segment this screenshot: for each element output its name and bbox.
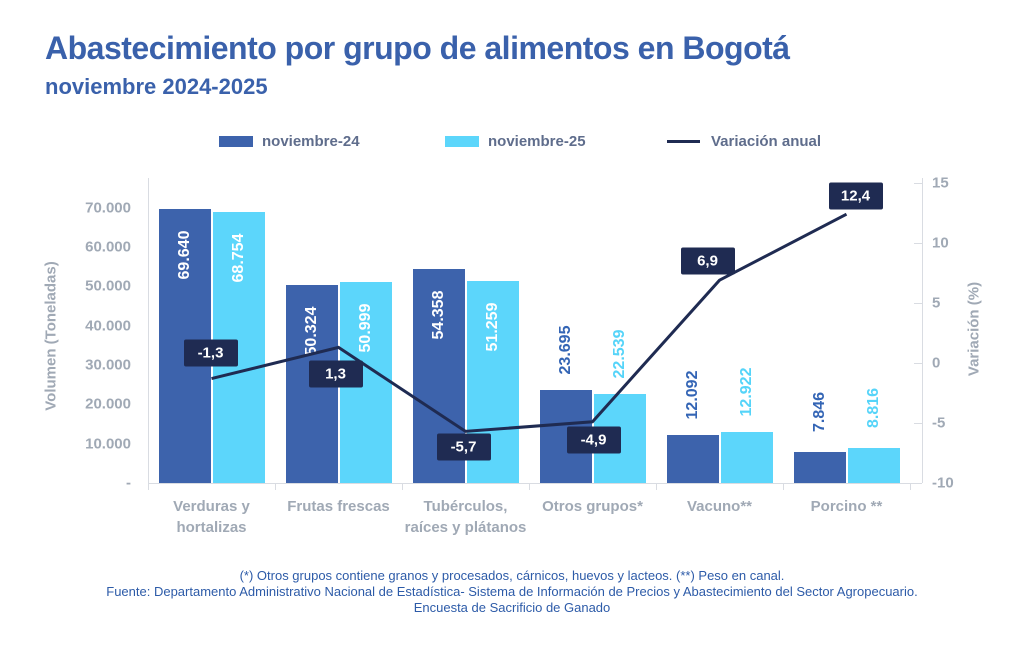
y-axis-right-line	[922, 178, 923, 483]
y-axis-right-title: Variación (%)	[965, 281, 983, 377]
x-axis-tick	[656, 483, 657, 490]
legend-label: noviembre-25	[488, 132, 586, 150]
bar-value-nov25-5: 12.922	[737, 367, 755, 417]
legend-label: Variación anual	[711, 132, 822, 150]
legend-label: noviembre-24	[262, 132, 360, 150]
y-right-tick	[914, 363, 922, 364]
legend-item-noviembre-25: noviembre-25	[445, 132, 586, 150]
x-axis-tick	[275, 483, 276, 490]
category-label-line: raíces y plátanos	[404, 519, 527, 536]
category-label: Verduras y hortalizas	[173, 496, 250, 538]
y-right-tick-label: -10	[932, 474, 954, 492]
y-right-tick-label: 10	[932, 234, 949, 252]
x-axis-tick	[910, 483, 911, 490]
x-axis-line	[148, 483, 922, 484]
y-right-tick	[914, 243, 922, 244]
legend-swatch-noviembre-25	[445, 135, 479, 147]
y-left-tick-label: 50.000	[85, 277, 131, 295]
category-label-line: Porcino **	[810, 498, 883, 515]
y-axis-left-line	[148, 178, 149, 490]
variacion-label-5: 6,9	[680, 247, 735, 275]
y-left-tick-label: 60.000	[85, 238, 131, 256]
y-right-tick-label: -5	[932, 414, 946, 432]
y-right-tick	[914, 183, 922, 184]
footnote-survey: Encuesta de Sacrificio de Ganado	[413, 600, 611, 615]
bar-value-nov25-6: 8.816	[864, 388, 882, 429]
y-right-tick	[914, 303, 922, 304]
y-right-tick-label: 0	[932, 354, 941, 372]
category-label-line: Verduras y	[173, 498, 250, 515]
category-label-line: Frutas frescas	[287, 498, 390, 515]
bar-value-nov25-2: 50.999	[356, 303, 374, 353]
legend-line-swatch	[667, 139, 700, 143]
category-label: Frutas frescas	[287, 496, 390, 517]
y-left-tick-label: 10.000	[85, 435, 131, 453]
category-label: Porcino **	[811, 496, 883, 517]
category-label: Vacuno**	[687, 496, 752, 517]
legend-item-noviembre-24: noviembre-24	[219, 132, 360, 150]
bar-value-nov25-4: 22.539	[610, 329, 628, 379]
chart-subtitle: noviembre 2024-2025	[45, 74, 268, 99]
variacion-label-6: 12,4	[828, 182, 883, 210]
y-left-tick-label: 40.000	[85, 317, 131, 335]
bar-nov24-5	[666, 435, 719, 483]
variacion-label-1: -1,3	[183, 339, 238, 367]
x-axis-tick	[402, 483, 403, 490]
y-left-tick-label: 30.000	[85, 356, 131, 374]
bar-value-nov24-5: 12.092	[683, 370, 701, 420]
x-axis-tick	[529, 483, 530, 490]
x-axis-tick	[148, 483, 149, 490]
y-axis-left-title: Volumen (Toneladas)	[42, 261, 60, 411]
category-label-line: hortalizas	[176, 519, 247, 536]
bar-value-nov24-3: 54.358	[429, 290, 447, 340]
y-right-tick	[914, 423, 922, 424]
category-label-line: Tubérculos,	[423, 498, 508, 515]
y-left-tick-label: -	[126, 474, 131, 492]
bar-value-nov24-1: 69.640	[175, 230, 193, 280]
legend-swatch-noviembre-24	[219, 135, 253, 147]
chart-title: Abastecimiento por grupo de alimentos en…	[45, 30, 790, 66]
y-left-tick-label: 70.000	[85, 199, 131, 217]
bar-value-nov24-2: 50.324	[302, 306, 320, 356]
footnote-asterisks: (*) Otros grupos contiene granos y proce…	[239, 568, 785, 583]
bar-nov24-6	[793, 452, 846, 483]
category-label-line: Vacuno**	[686, 498, 753, 515]
bar-value-nov24-6: 7.846	[810, 392, 828, 433]
footnote-source: Fuente: Departamento Administrativo Naci…	[106, 584, 918, 599]
y-right-tick-label: 15	[932, 174, 949, 192]
bar-value-nov25-1: 68.754	[229, 233, 247, 283]
bar-nov25-5	[720, 432, 773, 483]
y-right-tick-label: 5	[932, 294, 941, 312]
legend-item-variacion-anual: Variación anual	[667, 132, 821, 150]
category-label: Otros grupos*	[542, 496, 643, 517]
y-right-tick	[914, 483, 922, 484]
category-label-line: Otros grupos*	[542, 498, 643, 515]
variacion-label-4: -4,9	[566, 426, 621, 454]
bar-nov25-6	[847, 448, 900, 483]
category-label: Tubérculos, raíces y plátanos	[405, 496, 527, 538]
y-left-tick-label: 20.000	[85, 395, 131, 413]
x-axis-tick	[783, 483, 784, 490]
bar-value-nov24-4: 23.695	[556, 325, 574, 375]
bar-value-nov25-3: 51.259	[483, 302, 501, 352]
variacion-label-3: -5,7	[436, 433, 491, 461]
variacion-label-2: 1,3	[308, 360, 363, 388]
